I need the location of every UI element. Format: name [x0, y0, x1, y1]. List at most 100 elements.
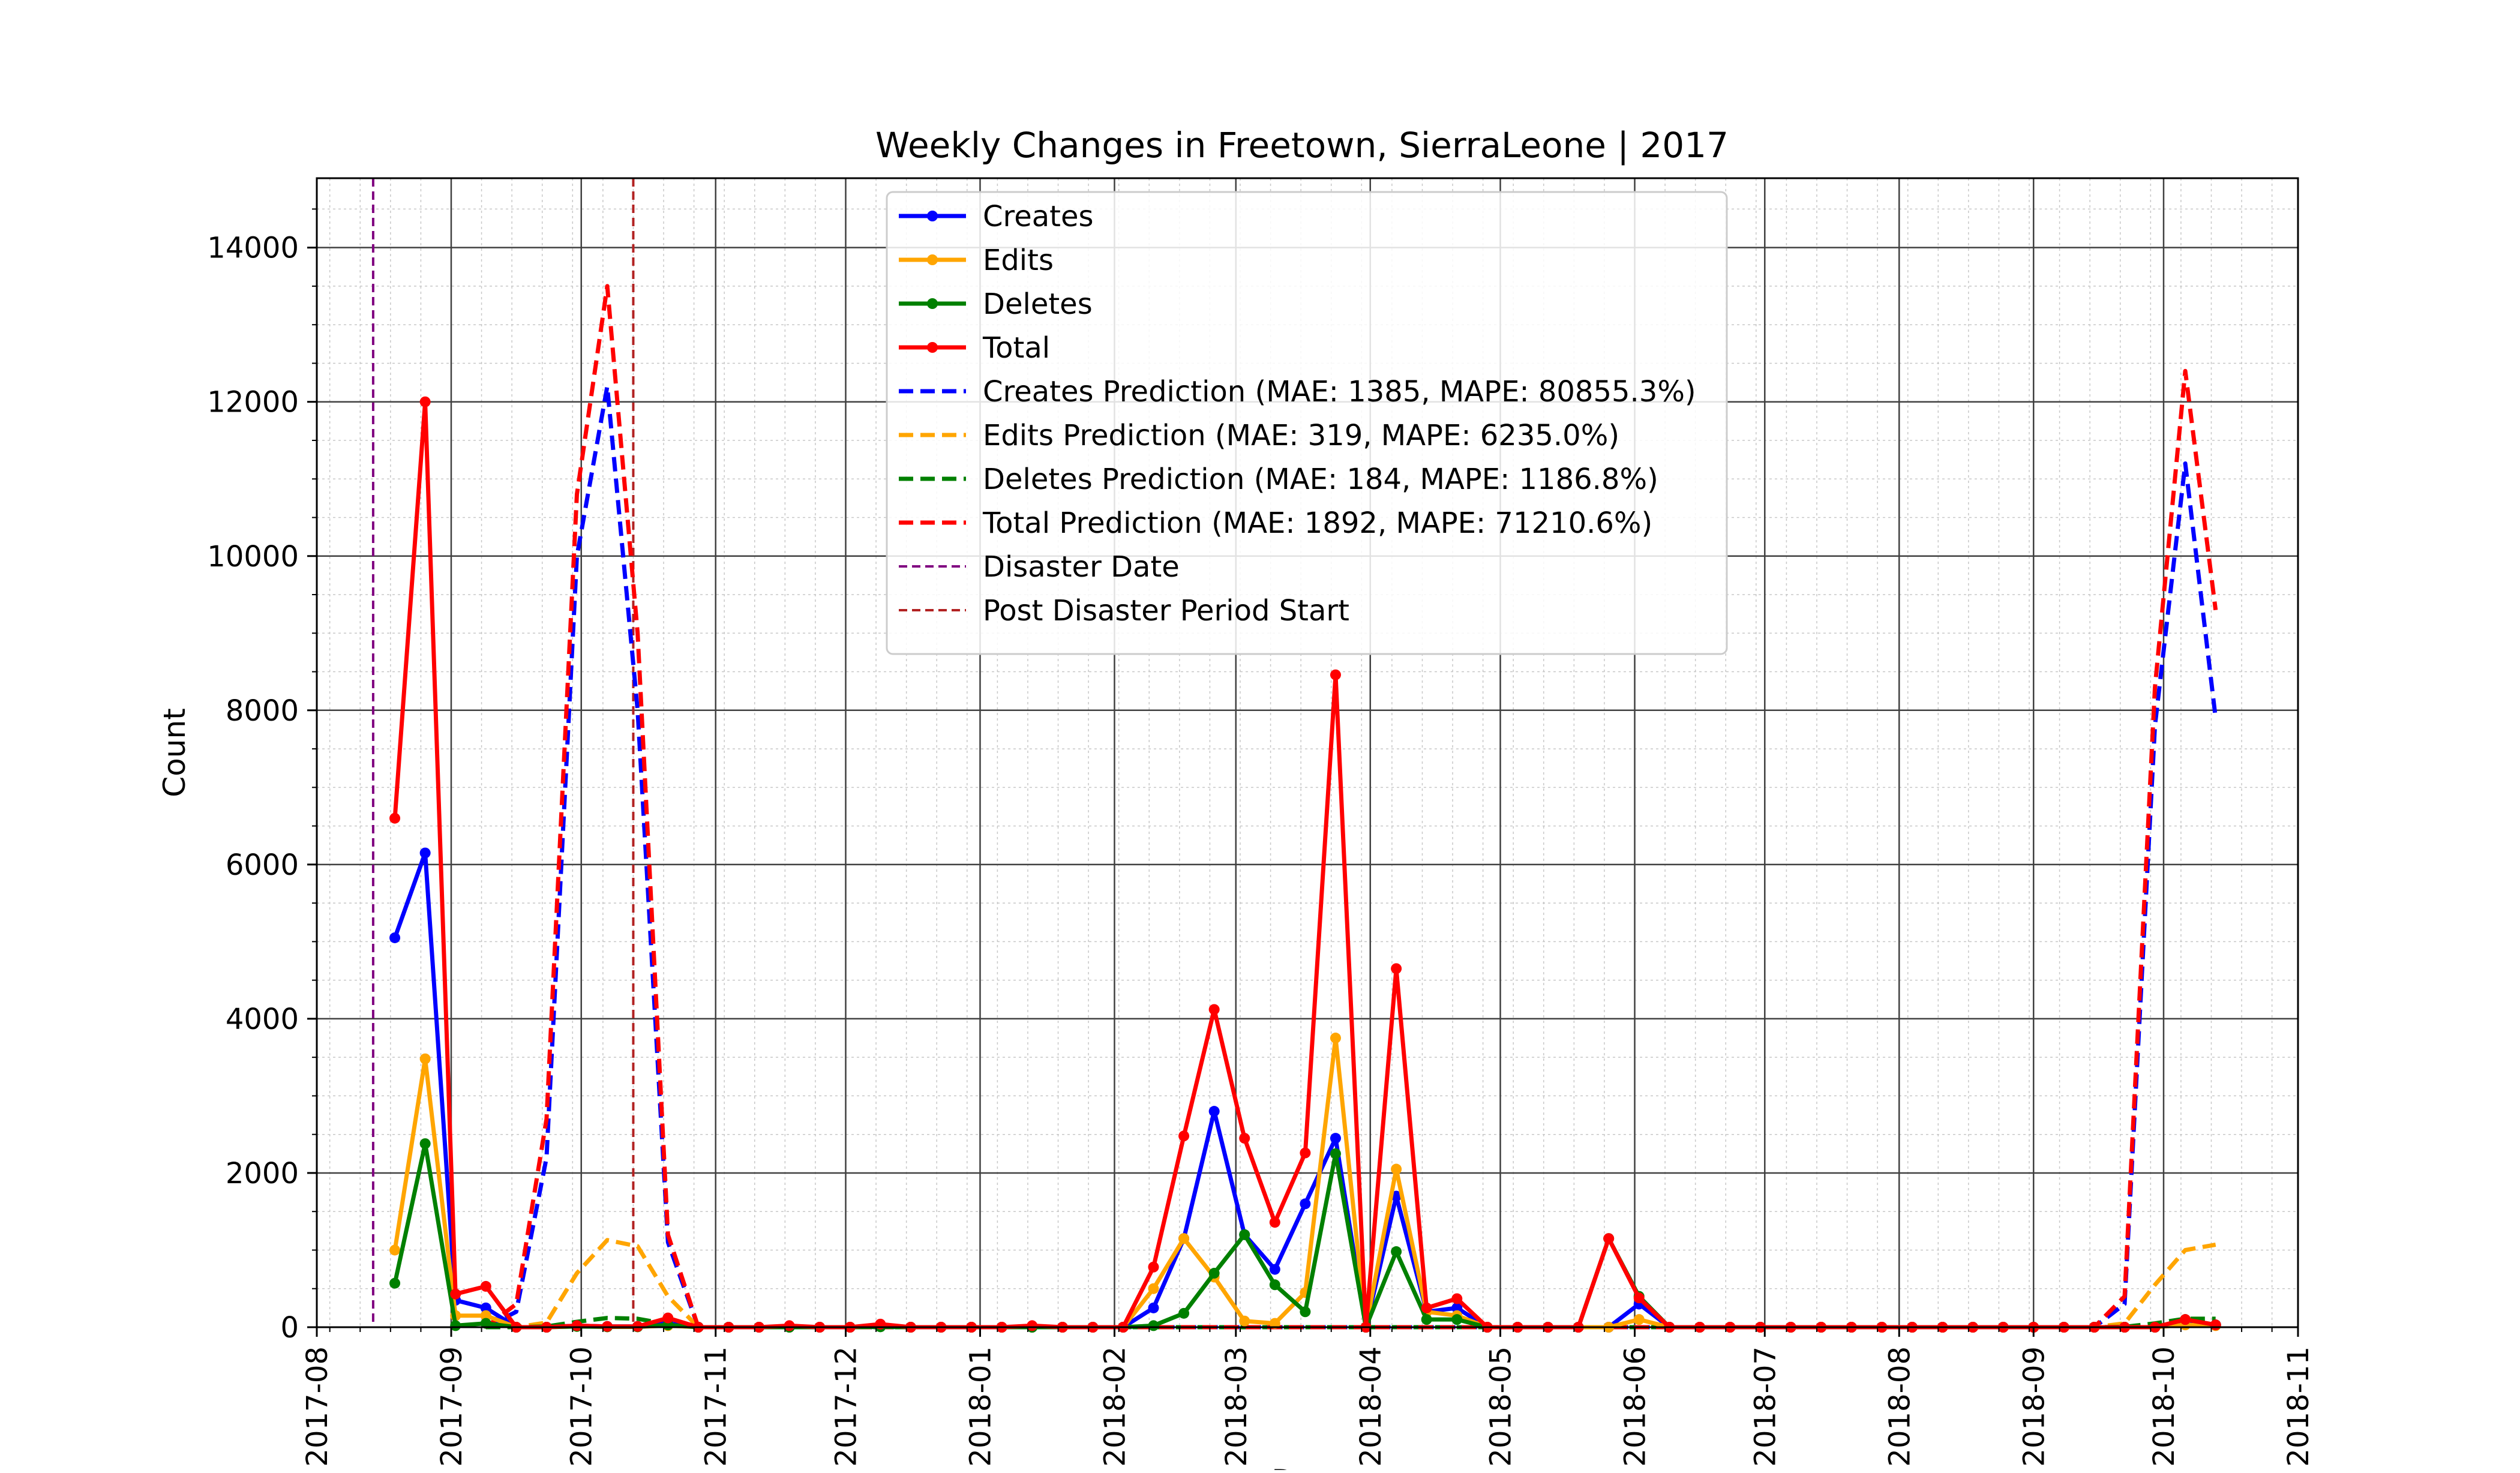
data-point: [1239, 1133, 1250, 1144]
legend-marker: [927, 254, 938, 265]
data-point: [1633, 1292, 1645, 1304]
x-tick-label: 2017-09: [435, 1346, 469, 1467]
data-point: [1300, 1147, 1311, 1159]
legend-marker: [927, 342, 938, 353]
data-point: [1451, 1302, 1463, 1313]
data-point: [1269, 1217, 1280, 1228]
data-point: [1208, 1004, 1220, 1015]
data-point: [784, 1320, 795, 1331]
data-point: [1633, 1314, 1645, 1325]
chart-title: Weekly Changes in Freetown, SierraLeone …: [875, 125, 1729, 166]
data-point: [480, 1280, 491, 1292]
data-point: [450, 1320, 461, 1331]
data-point: [1269, 1279, 1280, 1291]
data-point: [1239, 1229, 1250, 1240]
legend-label: Disaster Date: [983, 550, 1180, 584]
data-point: [1178, 1307, 1190, 1319]
data-point: [1391, 1163, 1402, 1175]
data-point: [480, 1302, 491, 1313]
y-tick-label: 2000: [226, 1157, 299, 1190]
x-tick-label: 2017-11: [700, 1346, 733, 1467]
y-tick-label: 6000: [226, 848, 299, 882]
x-tick-label: 2018-02: [1098, 1346, 1132, 1467]
data-point: [1239, 1315, 1250, 1327]
x-tick-label: 2017-10: [565, 1346, 599, 1467]
data-point: [1208, 1106, 1220, 1117]
legend-box: [886, 191, 1728, 655]
x-axis-title: Date: [1271, 1463, 1343, 1470]
x-tick-label: 2017-12: [829, 1346, 863, 1467]
data-point: [1269, 1264, 1280, 1275]
y-tick-label: 14000: [207, 232, 299, 265]
x-tick-label: 2018-11: [2282, 1346, 2315, 1467]
data-point: [1148, 1302, 1159, 1313]
legend-marker: [927, 211, 938, 221]
data-point: [1603, 1233, 1615, 1244]
data-point: [1148, 1320, 1159, 1331]
prediction-line: [484, 284, 2218, 1330]
data-point: [1269, 1318, 1280, 1329]
legend-label: Edits Prediction (MAE: 319, MAPE: 6235.0…: [983, 419, 1619, 452]
data-point: [389, 1277, 401, 1289]
y-tick-label: 10000: [207, 540, 299, 574]
x-tick-label: 2018-08: [1883, 1346, 1916, 1467]
x-tick-label: 2017-08: [301, 1346, 334, 1467]
data-point: [1178, 1130, 1190, 1142]
data-point: [389, 812, 401, 824]
data-point: [571, 1320, 583, 1331]
legend-marker: [927, 298, 938, 309]
data-point: [480, 1310, 491, 1321]
data-point: [1027, 1320, 1038, 1331]
legend-label: Deletes Prediction (MAE: 184, MAPE: 1186…: [983, 463, 1658, 496]
data-point: [2180, 1314, 2191, 1325]
x-tick-label: 2018-01: [964, 1346, 997, 1467]
data-point: [1451, 1314, 1463, 1325]
data-point: [1391, 963, 1402, 974]
data-point: [1208, 1268, 1220, 1279]
data-point: [389, 1244, 401, 1256]
x-tick-label: 2018-09: [2017, 1346, 2051, 1467]
legend-label: Edits: [983, 244, 1054, 277]
data-point: [389, 932, 401, 943]
data-point: [1300, 1198, 1311, 1210]
data-point: [1391, 1246, 1402, 1258]
prediction-line: [485, 1238, 2216, 1330]
legend-label: Post Disaster Period Start: [983, 594, 1349, 628]
data-point: [662, 1312, 674, 1324]
data-point: [1148, 1283, 1159, 1294]
data-point: [450, 1288, 461, 1300]
legend-label: Deletes: [983, 287, 1093, 321]
x-tick-label: 2018-05: [1484, 1346, 1518, 1467]
y-tick-label: 4000: [226, 1003, 299, 1036]
x-tick-label: 2018-04: [1354, 1346, 1388, 1467]
legend-label: Total: [982, 331, 1050, 365]
legend-label: Creates: [983, 200, 1094, 233]
data-point: [1330, 1133, 1341, 1144]
x-tick-label: 2018-03: [1220, 1346, 1253, 1467]
legend-label: Creates Prediction (MAE: 1385, MAPE: 808…: [983, 375, 1696, 409]
x-axis: 2017-08 2017-09 2017-10 2017-11 2017-12 2018-…: [301, 1327, 2315, 1467]
data-point: [1330, 1033, 1341, 1044]
y-tick-label: 12000: [207, 386, 299, 419]
data-point: [480, 1318, 491, 1329]
data-point: [1451, 1293, 1463, 1304]
y-tick-label: 8000: [226, 694, 299, 728]
x-tick-label: 2018-06: [1619, 1346, 1652, 1467]
data-point: [419, 1053, 431, 1064]
data-point: [419, 396, 431, 407]
y-tick-label: 0: [280, 1311, 299, 1345]
data-point: [1148, 1261, 1159, 1273]
data-point: [1300, 1306, 1311, 1318]
legend-label: Total Prediction (MAE: 1892, MAPE: 71210…: [982, 506, 1652, 540]
x-tick-label: 2018-10: [2147, 1346, 2181, 1467]
data-point: [1421, 1302, 1432, 1313]
plot-frame: [316, 177, 2299, 1328]
data-point: [1421, 1314, 1432, 1325]
data-point: [1330, 669, 1341, 680]
data-point: [1178, 1233, 1190, 1244]
data-point: [419, 1138, 431, 1150]
event-lines: [371, 178, 635, 1327]
legend: Creates Edits Deletes Total Creates Predicti…: [886, 191, 1728, 655]
